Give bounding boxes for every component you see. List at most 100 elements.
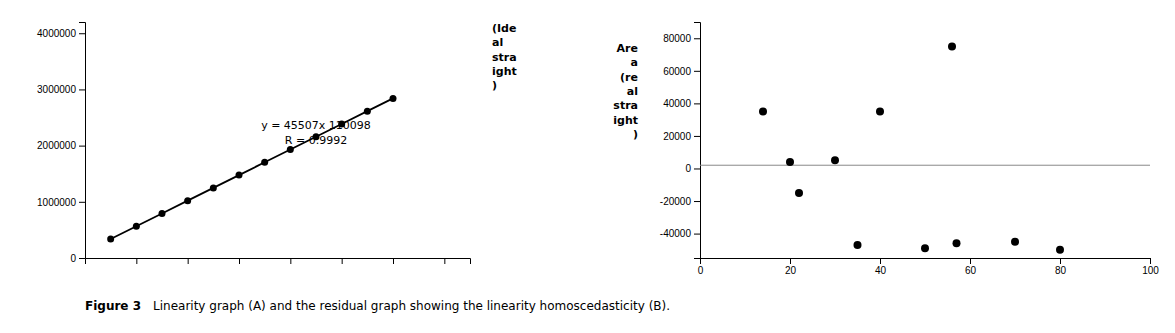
x-tick-mark	[444, 258, 445, 264]
annotation: (Ideal straight)	[492, 22, 517, 92]
y-tick: -20000	[660, 196, 700, 207]
y-axis-title-line: stra	[613, 99, 638, 112]
point	[854, 241, 862, 249]
y-tick: 60000	[663, 66, 700, 77]
y-tick-mark	[79, 33, 85, 34]
annotation-line: y = 45507x 110098	[261, 119, 371, 132]
y-axis-line	[694, 23, 701, 259]
x-tick-mark	[290, 258, 291, 264]
x-tick-label: 100	[1142, 265, 1159, 276]
y-axis-title-line: )	[633, 128, 638, 141]
x-axis: 020406080100	[698, 258, 1160, 276]
annotation-line: R = 0.9992	[285, 134, 347, 147]
y-tick-label: 1000000	[37, 197, 76, 208]
x-tick: 0	[698, 258, 704, 276]
y-tick-label: 0	[685, 163, 691, 174]
plot-area	[107, 95, 396, 243]
plot-area	[700, 42, 1150, 253]
x-tick: 40	[875, 258, 887, 276]
y-tick-label: -20000	[660, 196, 692, 207]
y-tick-mark	[79, 146, 85, 147]
x-tick-mark	[239, 258, 240, 264]
y-tick-mark	[694, 136, 700, 137]
point	[184, 197, 191, 204]
x-tick	[239, 258, 240, 264]
x-tick-mark	[136, 258, 137, 264]
y-axis-title-line: a	[631, 56, 638, 69]
x-tick-label: 40	[875, 265, 887, 276]
y-tick-mark	[694, 71, 700, 72]
x-tick: 100	[1142, 258, 1159, 276]
annotation-line: )	[492, 79, 497, 92]
y-tick-label: 20000	[663, 131, 691, 142]
chart: 0 1000000 2000000 3000000 4000000 y = 45507x …	[37, 22, 517, 264]
x-tick-mark	[1060, 258, 1061, 264]
reference-line	[700, 165, 1150, 166]
x-axis	[86, 258, 471, 264]
y-tick-mark	[694, 234, 700, 235]
y-tick: 0	[685, 163, 700, 174]
annotation-line: (Ide	[492, 22, 516, 35]
y-axis-title-line: al	[627, 85, 638, 98]
point	[1056, 246, 1064, 254]
y-tick-mark	[694, 168, 700, 169]
x-tick	[393, 258, 394, 264]
x-tick: 20	[785, 258, 797, 276]
x-tick-mark	[342, 258, 343, 264]
y-tick-label: 40000	[663, 98, 691, 109]
x-tick-mark	[1150, 258, 1151, 264]
x-tick-mark	[790, 258, 791, 264]
x-tick-mark	[188, 258, 189, 264]
annotation-line: stra	[492, 51, 517, 64]
y-tick-mark	[79, 89, 85, 90]
line	[111, 98, 393, 239]
x-tick-label: 80	[1055, 265, 1067, 276]
x-tick-mark	[970, 258, 971, 264]
point	[390, 95, 397, 102]
y-tick: 4000000	[37, 28, 85, 39]
annotation-line: ight	[492, 65, 517, 78]
point	[261, 159, 268, 166]
y-tick-label: -40000	[660, 228, 692, 239]
point	[795, 189, 803, 197]
x-tick-mark	[880, 258, 881, 264]
y-tick: 1000000	[37, 197, 85, 208]
y-tick: 0	[70, 253, 85, 264]
figure-caption: Linearity graph (A) and the residual gra…	[153, 299, 670, 313]
y-tick: 2000000	[37, 140, 85, 151]
caption: Figure 3 Linearity graph (A) and the resi…	[85, 299, 670, 313]
y-tick-label: 2000000	[37, 140, 76, 151]
x-axis-line	[701, 259, 1151, 265]
y-axis-line	[79, 23, 86, 259]
y-tick-mark	[79, 258, 85, 259]
x-tick	[444, 258, 445, 264]
x-tick: 80	[1055, 258, 1067, 276]
y-axis-title-line: ight	[613, 114, 638, 127]
annotation-line: al	[492, 36, 503, 49]
y-axis: -40000-20000020000400006000080000	[660, 23, 701, 259]
point	[786, 158, 794, 166]
chart: 020406080100-40000-200000200004000060000…	[613, 23, 1159, 277]
x-tick-label: 0	[698, 265, 704, 276]
point	[236, 172, 243, 179]
x-tick	[136, 258, 137, 264]
y-axis: 0 1000000 2000000 3000000 4000000	[37, 23, 85, 264]
point	[159, 210, 166, 217]
point	[921, 244, 929, 252]
x-tick	[290, 258, 291, 264]
point	[364, 108, 371, 115]
point	[876, 108, 884, 116]
y-tick-label: 4000000	[37, 28, 76, 39]
y-tick: 40000	[663, 98, 700, 109]
point	[948, 42, 956, 50]
figure-label: Figure 3	[85, 299, 141, 313]
figure: 01000000200000030000004000000y = 45507x …	[0, 0, 1175, 333]
y-tick-mark	[694, 38, 700, 39]
y-axis-title-line: (re	[620, 71, 638, 84]
y-tick-mark	[79, 202, 85, 203]
point	[831, 156, 839, 164]
x-axis-line	[86, 259, 471, 265]
y-tick: -40000	[660, 228, 700, 239]
y-tick-label: 3000000	[37, 84, 76, 95]
y-tick-mark	[694, 201, 700, 202]
